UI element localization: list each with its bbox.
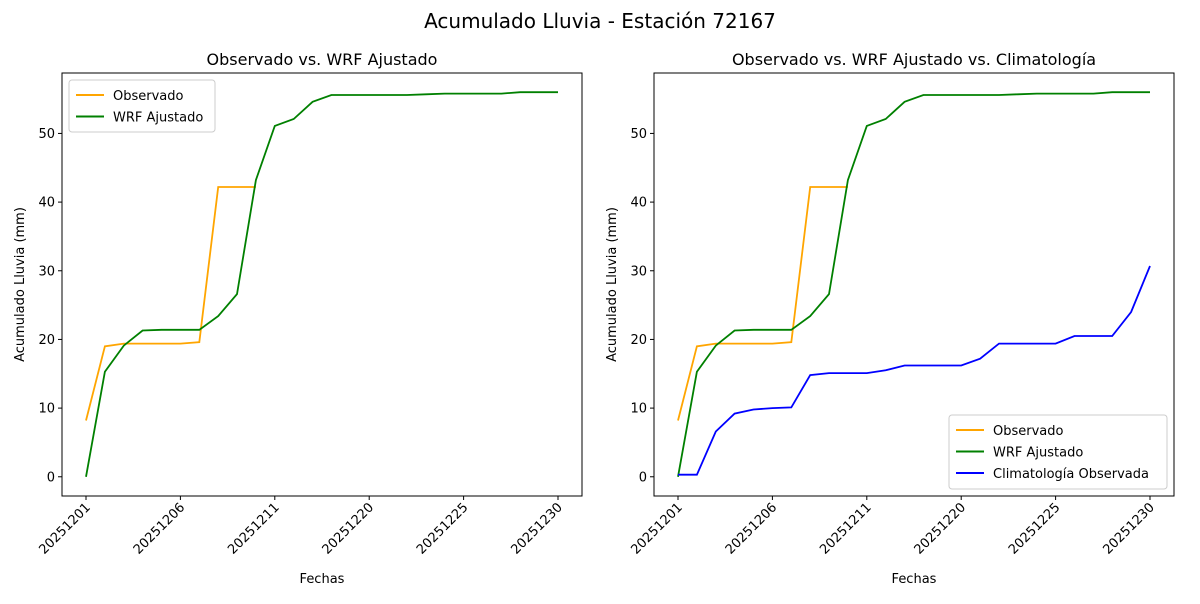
series-line-wrf-ajustado <box>677 91 1150 477</box>
legend-label: Observado <box>113 89 184 104</box>
series-line-observado <box>85 186 256 421</box>
legend-label: Observado <box>993 424 1064 439</box>
y-tick-label: 0 <box>47 470 55 485</box>
x-tick-label: 20251201 <box>36 500 93 557</box>
y-tick-label: 40 <box>38 196 55 211</box>
series-line-observado <box>677 186 848 421</box>
y-tick-label: 20 <box>38 333 55 348</box>
legend-box <box>68 79 216 133</box>
y-tick-label: 10 <box>630 402 647 417</box>
x-tick-label: 20251220 <box>320 500 377 557</box>
x-tick-label: 20251225 <box>414 500 471 557</box>
legend-label: WRF Ajustado <box>113 111 203 126</box>
legend: Observado WRF Ajustado <box>68 79 216 133</box>
y-tick-label: 0 <box>639 470 647 485</box>
subplot-2: Observado vs. WRF Ajustado vs. Climatolo… <box>605 50 1175 587</box>
y-tick-label: 10 <box>38 402 55 417</box>
subplot-title: Observado vs. WRF Ajustado vs. Climatolo… <box>732 50 1096 69</box>
y-tick-label: 20 <box>630 333 647 348</box>
x-tick-label: 20251206 <box>131 500 188 557</box>
x-axis-label: Fechas <box>892 572 937 587</box>
x-tick-label: 20251201 <box>628 500 685 557</box>
legend: Observado WRF Ajustado Climatología Observ… <box>948 414 1168 490</box>
x-tick-label: 20251230 <box>1100 500 1157 557</box>
x-tick-label: 20251211 <box>225 500 282 557</box>
y-tick-label: 50 <box>630 127 647 142</box>
figure-title: Acumulado Lluvia - Estación 72167 <box>424 9 776 33</box>
y-tick-label: 30 <box>630 264 647 279</box>
legend-box <box>948 414 1168 490</box>
axes-frame <box>61 72 583 497</box>
x-tick-label: 20251230 <box>508 500 565 557</box>
x-tick-label: 20251206 <box>723 500 780 557</box>
x-tick-label: 20251225 <box>1006 500 1063 557</box>
y-tick-label: 40 <box>630 196 647 211</box>
subplot-title: Observado vs. WRF Ajustado <box>207 50 438 69</box>
axes-frame <box>653 72 1175 497</box>
legend-label: WRF Ajustado <box>993 446 1083 461</box>
x-axis-label: Fechas <box>300 572 345 587</box>
subplot-1: Observado vs. WRF Ajustado 0 10 20 30 40 50 202… <box>13 50 583 587</box>
series-line-climatolog-a-observada <box>678 265 1151 476</box>
y-tick-label: 30 <box>38 264 55 279</box>
y-tick-label: 50 <box>38 127 55 142</box>
y-axis-label: Acumulado Lluvia (mm) <box>13 207 28 362</box>
legend-label: Climatología Observada <box>993 467 1149 482</box>
x-tick-label: 20251211 <box>817 500 874 557</box>
x-tick-label: 20251220 <box>912 500 969 557</box>
series-line-wrf-ajustado <box>85 91 558 477</box>
y-axis-label: Acumulado Lluvia (mm) <box>605 207 620 362</box>
